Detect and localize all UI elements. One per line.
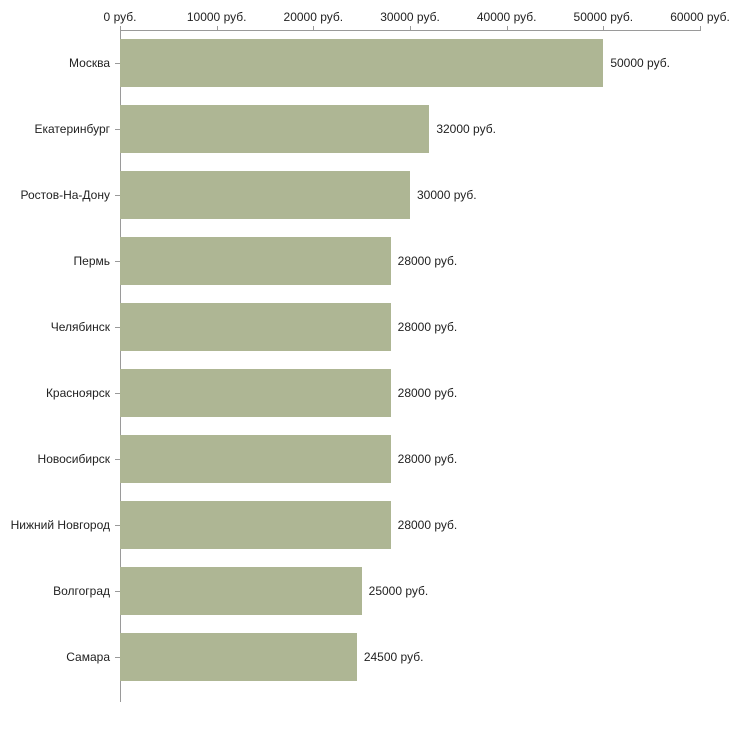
plot-area: Москва 50000 руб. Екатеринбург 32000 руб… bbox=[0, 30, 730, 690]
category-label: Красноярск bbox=[45, 386, 110, 400]
bar-row: Москва 50000 руб. bbox=[0, 30, 730, 96]
category-label: Пермь bbox=[73, 254, 110, 268]
x-axis: 0 руб. 10000 руб. 20000 руб. 30000 руб. … bbox=[104, 10, 730, 31]
bar bbox=[120, 369, 391, 417]
value-label: 25000 руб. bbox=[368, 584, 429, 598]
bar-track: 32000 руб. bbox=[120, 105, 700, 153]
value-label: 32000 руб. bbox=[436, 122, 496, 136]
value-label: 28000 руб. bbox=[397, 320, 458, 334]
category-tick-mark bbox=[115, 459, 120, 460]
bar-track: 30000 руб. bbox=[120, 171, 700, 219]
x-tick-label: 40000 руб. bbox=[476, 10, 537, 24]
bar-track: 25000 руб. bbox=[120, 567, 700, 615]
tick-mark bbox=[410, 26, 411, 31]
value-label: 24500 руб. bbox=[363, 650, 424, 664]
category-tick-mark bbox=[115, 393, 120, 394]
bar bbox=[120, 303, 391, 351]
x-tick-label: 60000 руб. bbox=[670, 10, 730, 24]
bar-row: Челябинск 28000 руб. bbox=[0, 294, 730, 360]
bar-row: Красноярск 28000 руб. bbox=[0, 360, 730, 426]
category-label: Ростов-На-Дону bbox=[20, 188, 110, 202]
x-tick-label: 20000 руб. bbox=[283, 10, 344, 24]
category-label: Новосибирск bbox=[37, 452, 110, 466]
bar-row: Пермь 28000 руб. bbox=[0, 228, 730, 294]
bar-track: 28000 руб. bbox=[120, 303, 700, 351]
bar bbox=[120, 435, 391, 483]
value-label: 28000 руб. bbox=[397, 386, 458, 400]
bar-track: 28000 руб. bbox=[120, 501, 700, 549]
x-tick-label: 0 руб. bbox=[103, 10, 137, 24]
category-tick-mark bbox=[115, 525, 120, 526]
bar bbox=[120, 633, 357, 681]
tick-mark bbox=[216, 26, 218, 31]
category-tick-mark bbox=[115, 261, 120, 262]
bar-row: Нижний Новгород 28000 руб. bbox=[0, 492, 730, 558]
value-label: 28000 руб. bbox=[397, 254, 458, 268]
tick-mark bbox=[603, 26, 605, 31]
category-label: Волгоград bbox=[53, 584, 110, 598]
tick-mark bbox=[313, 26, 315, 31]
bar-row: Волгоград 25000 руб. bbox=[0, 558, 730, 624]
value-label: 30000 руб. bbox=[417, 188, 477, 202]
bar bbox=[120, 567, 362, 615]
category-tick-mark bbox=[115, 129, 120, 130]
category-tick-mark bbox=[115, 327, 120, 328]
value-label: 50000 руб. bbox=[610, 56, 670, 70]
bar-track: 28000 руб. bbox=[120, 237, 700, 285]
value-label: 28000 руб. bbox=[397, 518, 458, 532]
bar-track: 28000 руб. bbox=[120, 369, 700, 417]
bar-track: 50000 руб. bbox=[120, 39, 700, 87]
value-label: 28000 руб. bbox=[397, 452, 458, 466]
bar-row: Самара 24500 руб. bbox=[0, 624, 730, 690]
y-axis bbox=[120, 30, 121, 702]
category-label: Екатеринбург bbox=[34, 122, 111, 136]
category-tick-mark bbox=[115, 63, 120, 64]
x-tick-label: 10000 руб. bbox=[186, 10, 247, 24]
bar-track: 28000 руб. bbox=[120, 435, 700, 483]
x-tick-label: 30000 руб. bbox=[380, 10, 440, 24]
category-label: Москва bbox=[69, 56, 110, 70]
bar-row: Новосибирск 28000 руб. bbox=[0, 426, 730, 492]
tick-mark bbox=[700, 26, 701, 31]
tick-mark bbox=[506, 26, 508, 31]
category-tick-mark bbox=[115, 195, 120, 196]
bar bbox=[120, 39, 604, 87]
bar bbox=[120, 171, 410, 219]
category-tick-mark bbox=[115, 591, 120, 592]
bar-row: Ростов-На-Дону 30000 руб. bbox=[0, 162, 730, 228]
category-label: Нижний Новгород bbox=[10, 518, 110, 532]
category-label: Челябинск bbox=[50, 320, 110, 334]
bar bbox=[120, 237, 391, 285]
category-tick-mark bbox=[115, 657, 120, 658]
x-tick-label: 50000 руб. bbox=[573, 10, 634, 24]
bar-track: 24500 руб. bbox=[120, 633, 700, 681]
bar bbox=[120, 501, 391, 549]
tick-mark bbox=[120, 26, 121, 31]
bar-row: Екатеринбург 32000 руб. bbox=[0, 96, 730, 162]
category-label: Самара bbox=[66, 650, 110, 664]
bar bbox=[120, 105, 430, 153]
